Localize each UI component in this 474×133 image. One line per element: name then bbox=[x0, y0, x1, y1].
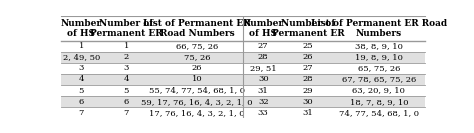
Text: 5: 5 bbox=[79, 87, 84, 95]
Text: 27: 27 bbox=[258, 42, 269, 50]
Text: 29: 29 bbox=[303, 87, 313, 95]
Bar bbox=[61, 52, 425, 63]
Text: 26: 26 bbox=[303, 53, 313, 61]
Bar bbox=[61, 63, 425, 74]
Text: 63, 20, 9, 10: 63, 20, 9, 10 bbox=[352, 87, 405, 95]
Text: 5: 5 bbox=[124, 87, 129, 95]
Text: 1: 1 bbox=[79, 42, 84, 50]
Text: 2: 2 bbox=[124, 53, 129, 61]
Text: 67, 78, 65, 75, 26: 67, 78, 65, 75, 26 bbox=[342, 75, 416, 83]
Text: 19, 8, 9, 10: 19, 8, 9, 10 bbox=[355, 53, 403, 61]
Bar bbox=[61, 74, 425, 85]
Text: Number of
Permanent ER: Number of Permanent ER bbox=[272, 18, 345, 38]
Text: 4: 4 bbox=[79, 75, 84, 83]
Text: 17, 76, 16, 4, 3, 2, 1, 0: 17, 76, 16, 4, 3, 2, 1, 0 bbox=[149, 109, 245, 117]
Text: 7: 7 bbox=[124, 109, 129, 117]
Text: 29, 51: 29, 51 bbox=[250, 64, 276, 72]
Text: 7: 7 bbox=[79, 109, 84, 117]
Text: Number
of HS: Number of HS bbox=[243, 18, 284, 38]
Text: 28: 28 bbox=[258, 53, 269, 61]
Text: Number of
Permanent ER: Number of Permanent ER bbox=[90, 18, 163, 38]
Text: 55, 74, 77, 54, 68, 1, 0: 55, 74, 77, 54, 68, 1, 0 bbox=[149, 87, 245, 95]
Text: 2, 49, 50: 2, 49, 50 bbox=[63, 53, 100, 61]
Text: 74, 77, 54, 68, 1, 0: 74, 77, 54, 68, 1, 0 bbox=[339, 109, 419, 117]
Text: List of Permanent ER Road
Numbers: List of Permanent ER Road Numbers bbox=[310, 18, 447, 38]
Text: 18, 7, 8, 9, 10: 18, 7, 8, 9, 10 bbox=[349, 98, 408, 106]
Text: 3: 3 bbox=[79, 64, 84, 72]
Text: 27: 27 bbox=[303, 64, 313, 72]
Bar bbox=[61, 16, 425, 41]
Text: 25: 25 bbox=[303, 42, 313, 50]
Text: 1: 1 bbox=[124, 42, 129, 50]
Text: 6: 6 bbox=[79, 98, 84, 106]
Text: 6: 6 bbox=[124, 98, 129, 106]
Text: 10: 10 bbox=[191, 75, 202, 83]
Bar bbox=[61, 96, 425, 107]
Text: 59, 17, 76, 16, 4, 3, 2, 1, 0: 59, 17, 76, 16, 4, 3, 2, 1, 0 bbox=[141, 98, 253, 106]
Bar bbox=[61, 107, 425, 118]
Text: 30: 30 bbox=[303, 98, 313, 106]
Text: List of Permanent ER
Road Numbers: List of Permanent ER Road Numbers bbox=[143, 18, 251, 38]
Text: 3: 3 bbox=[124, 64, 129, 72]
Text: 33: 33 bbox=[258, 109, 269, 117]
Bar bbox=[61, 85, 425, 96]
Text: 30: 30 bbox=[258, 75, 269, 83]
Text: 31: 31 bbox=[303, 109, 313, 117]
Text: 38, 8, 9, 10: 38, 8, 9, 10 bbox=[355, 42, 403, 50]
Text: 4: 4 bbox=[124, 75, 129, 83]
Bar bbox=[61, 41, 425, 52]
Text: 66, 75, 26: 66, 75, 26 bbox=[176, 42, 218, 50]
Text: 32: 32 bbox=[258, 98, 269, 106]
Text: 65, 75, 26: 65, 75, 26 bbox=[357, 64, 400, 72]
Text: 28: 28 bbox=[303, 75, 313, 83]
Text: 26: 26 bbox=[191, 64, 202, 72]
Text: Number
of HS: Number of HS bbox=[61, 18, 102, 38]
Text: 31: 31 bbox=[258, 87, 269, 95]
Text: 75, 26: 75, 26 bbox=[184, 53, 210, 61]
